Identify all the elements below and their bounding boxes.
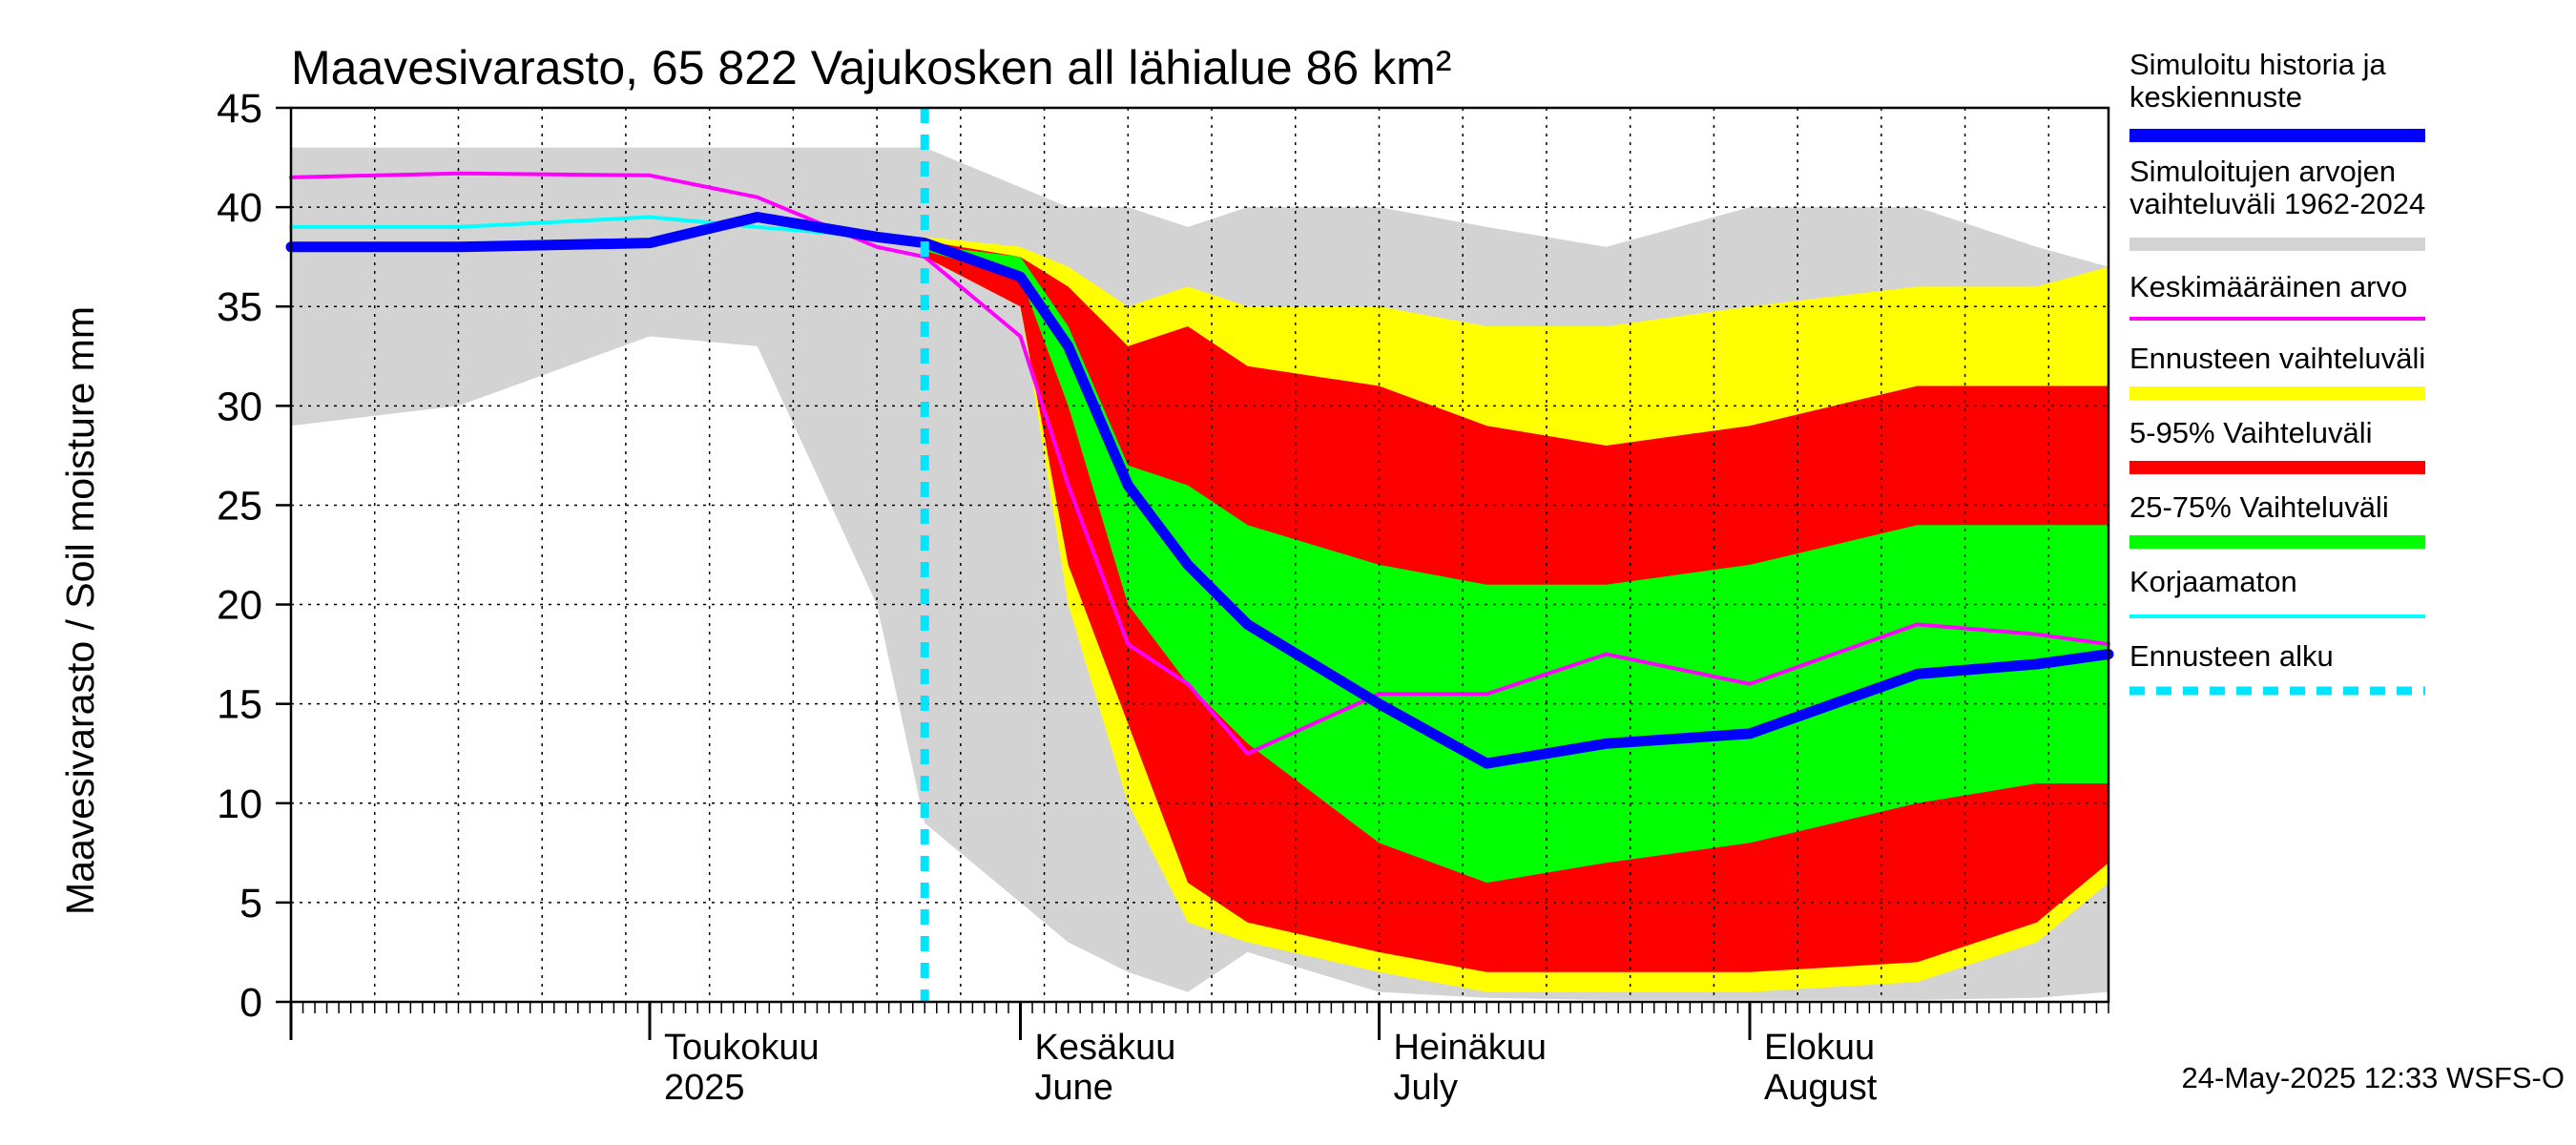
y-tick-label: 20 xyxy=(217,583,262,629)
legend-entry: Simuloitu historia ja keskiennuste xyxy=(2129,48,2425,142)
y-tick-label: 25 xyxy=(217,483,262,529)
line-keskim-r-inen-arvo xyxy=(289,171,2110,756)
month-label-fi: Toukokuu xyxy=(664,1028,820,1068)
month-label-en: July xyxy=(1393,1068,1458,1108)
legend-entry: Ennusteen vaihteluväli xyxy=(2129,342,2425,400)
chart-title: Maavesivarasto, 65 822 Vajukosken all lä… xyxy=(291,41,1451,94)
y-axis-label: Maavesivarasto / Soil moisture mm xyxy=(58,306,102,915)
legend: Simuloitu historia ja keskiennuste Simuloi… xyxy=(2129,48,2425,696)
legend-label: Simuloitujen arvojen vaihteluväli 1962-20… xyxy=(2129,155,2425,220)
y-tick-label: 15 xyxy=(217,682,262,728)
legend-entry: 5-95% Vaihteluväli xyxy=(2129,416,2425,474)
plot-area xyxy=(285,106,2114,1004)
y-tick-label: 45 xyxy=(217,86,262,132)
legend-label: 5-95% Vaihteluväli xyxy=(2129,416,2372,449)
footer-timestamp: 24-May-2025 12:33 WSFS-O xyxy=(2182,1061,2565,1094)
legend-label: Simuloitu historia ja keskiennuste xyxy=(2129,48,2387,114)
legend-entry: Korjaamaton xyxy=(2129,565,2425,618)
y-tick-label: 30 xyxy=(217,384,262,429)
legend-entry: Simuloitujen arvojen vaihteluväli 1962-20… xyxy=(2129,155,2425,251)
y-tick-label: 5 xyxy=(239,881,262,926)
y-axis-ticks: 0 5 10 15 20 25 30 35 40 45 xyxy=(217,86,291,1026)
month-label-fi: Kesäkuu xyxy=(1035,1028,1176,1068)
month-label-fi: Heinäkuu xyxy=(1393,1028,1547,1068)
grid-lines xyxy=(291,107,2109,1003)
legend-label: Ennusteen alku xyxy=(2129,639,2334,673)
y-tick-label: 0 xyxy=(239,980,262,1026)
legend-label: Korjaamaton xyxy=(2129,565,2297,598)
line-simuloitu-historia-ja-keskiennuste xyxy=(285,212,2114,769)
y-tick-label: 40 xyxy=(217,185,262,231)
y-tick-label: 35 xyxy=(217,284,262,330)
legend-label: Ennusteen vaihteluväli xyxy=(2129,342,2425,375)
legend-label: 25-75% Vaihteluväli xyxy=(2129,490,2389,524)
month-label-fi: Elokuu xyxy=(1764,1028,1875,1068)
y-tick-label: 10 xyxy=(217,781,262,827)
band-25-75-vaihteluv-li xyxy=(924,244,2109,884)
legend-entry: 25-75% Vaihteluväli xyxy=(2129,490,2425,549)
legend-entry: Ennusteen alku xyxy=(2129,639,2425,696)
month-label-en: June xyxy=(1035,1068,1113,1108)
month-label-en: 2025 xyxy=(664,1068,745,1108)
legend-label: Keskimääräinen arvo xyxy=(2129,270,2407,303)
legend-entry: Keskimääräinen arvo xyxy=(2129,270,2425,321)
month-label-en: August xyxy=(1764,1068,1878,1108)
